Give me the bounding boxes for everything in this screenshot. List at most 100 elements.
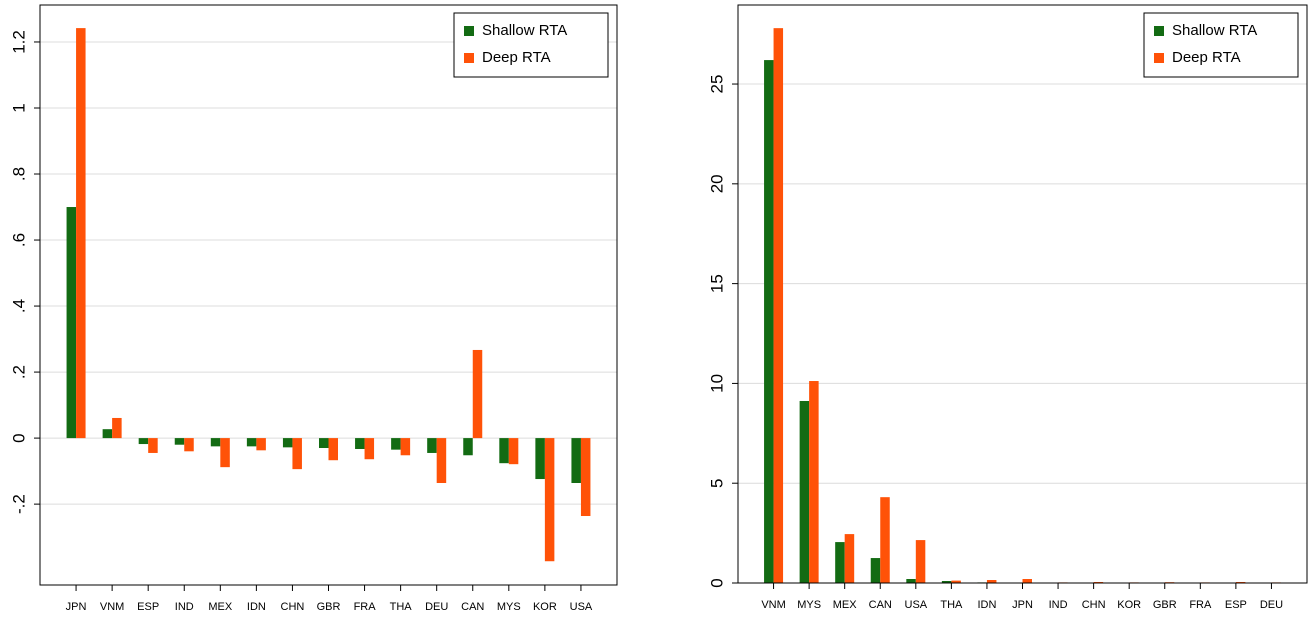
bar — [210, 438, 221, 447]
bar — [951, 580, 961, 583]
x-tick-label: MYS — [797, 599, 821, 611]
bar — [355, 438, 365, 449]
y-tick-label: 5 — [707, 478, 726, 487]
bar — [880, 497, 890, 583]
x-tick-label: FRA — [1189, 599, 1212, 611]
x-tick-label: KOR — [533, 601, 557, 613]
x-tick-label: ESP — [137, 601, 159, 613]
y-tick-label: .2 — [9, 365, 28, 379]
x-tick-label: THA — [390, 601, 413, 613]
bar — [764, 60, 774, 584]
bar — [472, 349, 483, 439]
x-tick-label: CAN — [869, 599, 892, 611]
x-tick-label: USA — [570, 601, 593, 613]
bar — [870, 558, 881, 583]
bar — [499, 438, 509, 464]
x-tick-label: DEU — [1260, 599, 1283, 611]
legend-label: Deep RTA — [482, 49, 551, 66]
bar — [112, 417, 122, 439]
bar — [246, 438, 257, 447]
bar — [102, 429, 113, 439]
bar — [906, 579, 916, 583]
bar — [292, 438, 302, 470]
bar — [580, 438, 591, 517]
x-tick-label: VNM — [761, 599, 785, 611]
bar — [174, 438, 185, 445]
x-tick-label: VNM — [100, 601, 124, 613]
bar — [138, 438, 149, 445]
bar — [463, 438, 473, 456]
bar — [986, 580, 997, 583]
x-tick-label: GBR — [317, 601, 341, 613]
legend-swatch — [464, 26, 474, 36]
x-tick-label: CHN — [1082, 599, 1106, 611]
legend-swatch — [464, 53, 474, 63]
bar — [809, 381, 819, 583]
x-tick-label: CHN — [281, 601, 305, 613]
x-tick-label: CAN — [461, 601, 484, 613]
bar — [508, 438, 519, 465]
bar — [319, 438, 329, 449]
bar — [844, 534, 855, 583]
bar — [66, 207, 77, 439]
plot-area — [40, 5, 617, 585]
x-tick-label: ESP — [1225, 599, 1247, 611]
plot-frame — [737, 4, 1308, 584]
y-tick-label: 0 — [707, 578, 726, 587]
y-tick-label: .8 — [9, 167, 28, 181]
y-tick-label: .4 — [9, 299, 28, 313]
plot-frame — [39, 4, 618, 586]
bar — [184, 438, 194, 452]
bar — [941, 581, 952, 583]
x-tick-label: IND — [1049, 599, 1068, 611]
bar — [400, 438, 411, 456]
bar — [535, 438, 545, 480]
bar — [571, 438, 581, 483]
x-tick-label: MEX — [208, 601, 233, 613]
x-tick-label: FRA — [354, 601, 377, 613]
x-tick-label: JPN — [1012, 599, 1033, 611]
legend-swatch — [1154, 26, 1164, 36]
y-tick-label: 10 — [707, 374, 726, 393]
x-tick-label: GBR — [1153, 599, 1177, 611]
legend-label: Shallow RTA — [482, 22, 567, 39]
y-tick-label: 15 — [707, 274, 726, 293]
x-tick-label: THA — [940, 599, 963, 611]
bar — [282, 438, 293, 448]
y-tick-label: .6 — [9, 233, 28, 247]
y-tick-label: -.2 — [9, 494, 28, 514]
x-tick-label: DEU — [425, 601, 448, 613]
x-tick-label: IND — [175, 601, 194, 613]
plot-area — [738, 5, 1307, 583]
x-tick-label: USA — [905, 599, 928, 611]
bar — [436, 438, 447, 483]
y-tick-label: 20 — [707, 174, 726, 193]
bar — [544, 438, 555, 562]
bar — [1022, 579, 1032, 583]
x-tick-label: JPN — [66, 601, 87, 613]
legend-label: Shallow RTA — [1172, 22, 1257, 39]
y-tick-label: 25 — [707, 75, 726, 94]
bar — [915, 540, 926, 583]
bar — [256, 438, 266, 451]
bar — [799, 400, 810, 583]
legend-label: Deep RTA — [1172, 49, 1241, 66]
bar — [773, 28, 784, 584]
x-tick-label: IDN — [247, 601, 266, 613]
x-tick-label: MEX — [833, 599, 858, 611]
bar — [391, 438, 401, 450]
bar — [835, 542, 845, 583]
legend-box — [1143, 12, 1299, 78]
x-tick-label: IDN — [977, 599, 996, 611]
y-tick-label: 1.2 — [9, 30, 28, 54]
legend-swatch — [1154, 53, 1164, 63]
y-tick-label: 0 — [9, 433, 28, 442]
bar — [76, 28, 86, 439]
bar — [364, 438, 375, 460]
legend-box — [453, 12, 609, 78]
bar — [328, 438, 338, 461]
bar — [148, 438, 158, 453]
y-tick-label: 1 — [9, 103, 28, 112]
bar — [220, 438, 230, 468]
